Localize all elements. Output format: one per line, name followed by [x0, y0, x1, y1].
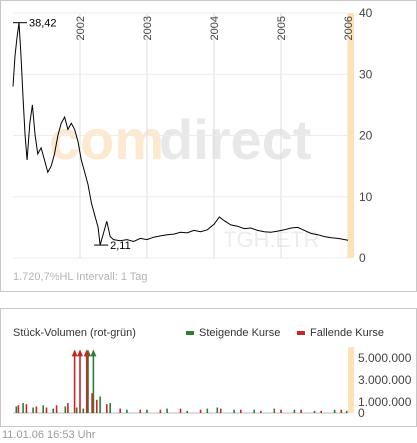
- volume-chart-title: Stück-Volumen (rot-grün): [13, 327, 136, 339]
- volume-bar-fall: [300, 409, 302, 413]
- volume-bar-rise: [75, 407, 78, 413]
- price-annotation-label: 38,42: [29, 18, 57, 30]
- price-annotation-label: 2,11: [110, 240, 131, 252]
- volume-bar-rise: [166, 408, 168, 413]
- price-y-tick-label: 0: [359, 251, 366, 265]
- volume-bar-rise: [146, 409, 148, 413]
- volume-bar-fall: [199, 409, 202, 413]
- volume-bar-rise: [32, 407, 34, 413]
- volume-bar-rise: [42, 405, 44, 413]
- volume-bar-rise: [313, 410, 316, 413]
- legend-rise-label: Steigende Kurse: [199, 327, 280, 339]
- price-y-tick-label: 10: [359, 190, 373, 204]
- volume-bar-fall: [119, 408, 121, 413]
- intervall-text: 1.720,7%HL Intervall: 1 Tag: [13, 271, 148, 283]
- price-y-tick-label: 20: [359, 129, 373, 143]
- volume-bar-fall: [320, 410, 322, 413]
- volume-bar-rise: [345, 410, 348, 413]
- timestamp: 11.01.06 16:53 Uhr: [2, 429, 96, 441]
- price-x-tick-label: 2005: [276, 16, 288, 40]
- volume-bar-rise: [293, 409, 296, 413]
- volume-y-tick-label: 5.000.000: [358, 351, 412, 365]
- legend-rise-swatch: [186, 331, 194, 335]
- volume-bar-fall: [55, 405, 58, 413]
- volume-bar-rise: [52, 408, 54, 413]
- volume-chart-panel: Stück-Volumen (rot-grün) Steigende Kurse…: [0, 308, 417, 427]
- volume-bar-rise: [126, 409, 128, 413]
- volume-bar-rise: [333, 409, 336, 413]
- volume-bar-fall: [25, 404, 28, 413]
- volume-bar-fall: [280, 409, 282, 413]
- volume-bar-rise: [99, 396, 101, 413]
- volume-bar-fall: [139, 409, 142, 413]
- volume-bar-fall: [91, 393, 93, 413]
- volume-bar-rise: [92, 351, 95, 413]
- volume-bar-fall: [79, 351, 81, 413]
- volume-bar-fall: [35, 406, 38, 413]
- volume-bar-rise: [216, 407, 219, 413]
- volume-bar-fall: [159, 409, 162, 413]
- volume-bar-fall: [106, 404, 108, 413]
- volume-overflow-arrow: [71, 349, 78, 357]
- legend-fall-label: Fallende Kurse: [310, 327, 384, 339]
- legend-fall-swatch: [297, 331, 305, 335]
- volume-bar-rise: [186, 410, 188, 413]
- ticker-watermark: TGH.ETR: [223, 227, 320, 252]
- volume-y-tick-label: 3.000.000: [358, 373, 412, 387]
- volume-bar-fall: [96, 399, 98, 413]
- volume-bar-fall: [219, 408, 222, 413]
- volume-bar-rise: [273, 408, 276, 413]
- volume-bar-fall: [17, 405, 20, 413]
- volume-bar-rise: [233, 409, 235, 413]
- volume-bar-rise: [15, 406, 18, 413]
- volume-bar-fall: [179, 408, 182, 413]
- volume-overflow-arrow: [77, 349, 83, 357]
- price-line: [12, 22, 349, 246]
- brand-watermark-primary: com: [49, 108, 164, 171]
- volume-bar-rise: [22, 403, 24, 413]
- volume-bar-fall: [73, 351, 76, 413]
- volume-y-tick-label: 0: [358, 406, 365, 420]
- price-x-tick-label: 2003: [142, 16, 154, 40]
- volume-overflow-arrow: [90, 349, 97, 357]
- price-x-tick-label: 2006: [343, 16, 355, 40]
- volume-y-tick-label: 1.000.000: [358, 395, 412, 409]
- volume-bar-fall: [260, 410, 262, 413]
- volume-bar-fall: [67, 403, 69, 413]
- volume-y-axis-highlight: [348, 347, 354, 413]
- volume-chart: Stück-Volumen (rot-grün) Steigende Kurse…: [13, 327, 412, 420]
- brand-watermark-secondary: direct: [159, 108, 312, 171]
- volume-bar-rise: [82, 408, 85, 413]
- y-axis-highlight: [348, 13, 354, 258]
- price-x-tick-label: 2004: [209, 16, 221, 40]
- volume-bar-rise: [64, 406, 67, 413]
- volume-overflow-arrow: [83, 349, 90, 357]
- volume-bar-fall: [340, 409, 343, 413]
- price-x-tick-label: 2002: [75, 16, 87, 40]
- price-y-tick-label: 40: [359, 6, 373, 20]
- price-y-tick-label: 30: [359, 67, 373, 81]
- volume-bar-rise: [109, 403, 111, 413]
- price-chart: com direct TGH.ETR 2002 2003 2004 2005 2006 …: [12, 6, 373, 283]
- volume-bar-fall: [45, 407, 48, 413]
- volume-bar-fall: [240, 409, 242, 413]
- volume-bar-rise: [87, 351, 89, 413]
- volume-bar-fall: [85, 351, 88, 413]
- price-chart-panel: com direct TGH.ETR 2002 2003 2004 2005 2006 …: [0, 0, 417, 292]
- volume-bar-rise: [253, 409, 255, 413]
- volume-bar-rise: [206, 408, 209, 413]
